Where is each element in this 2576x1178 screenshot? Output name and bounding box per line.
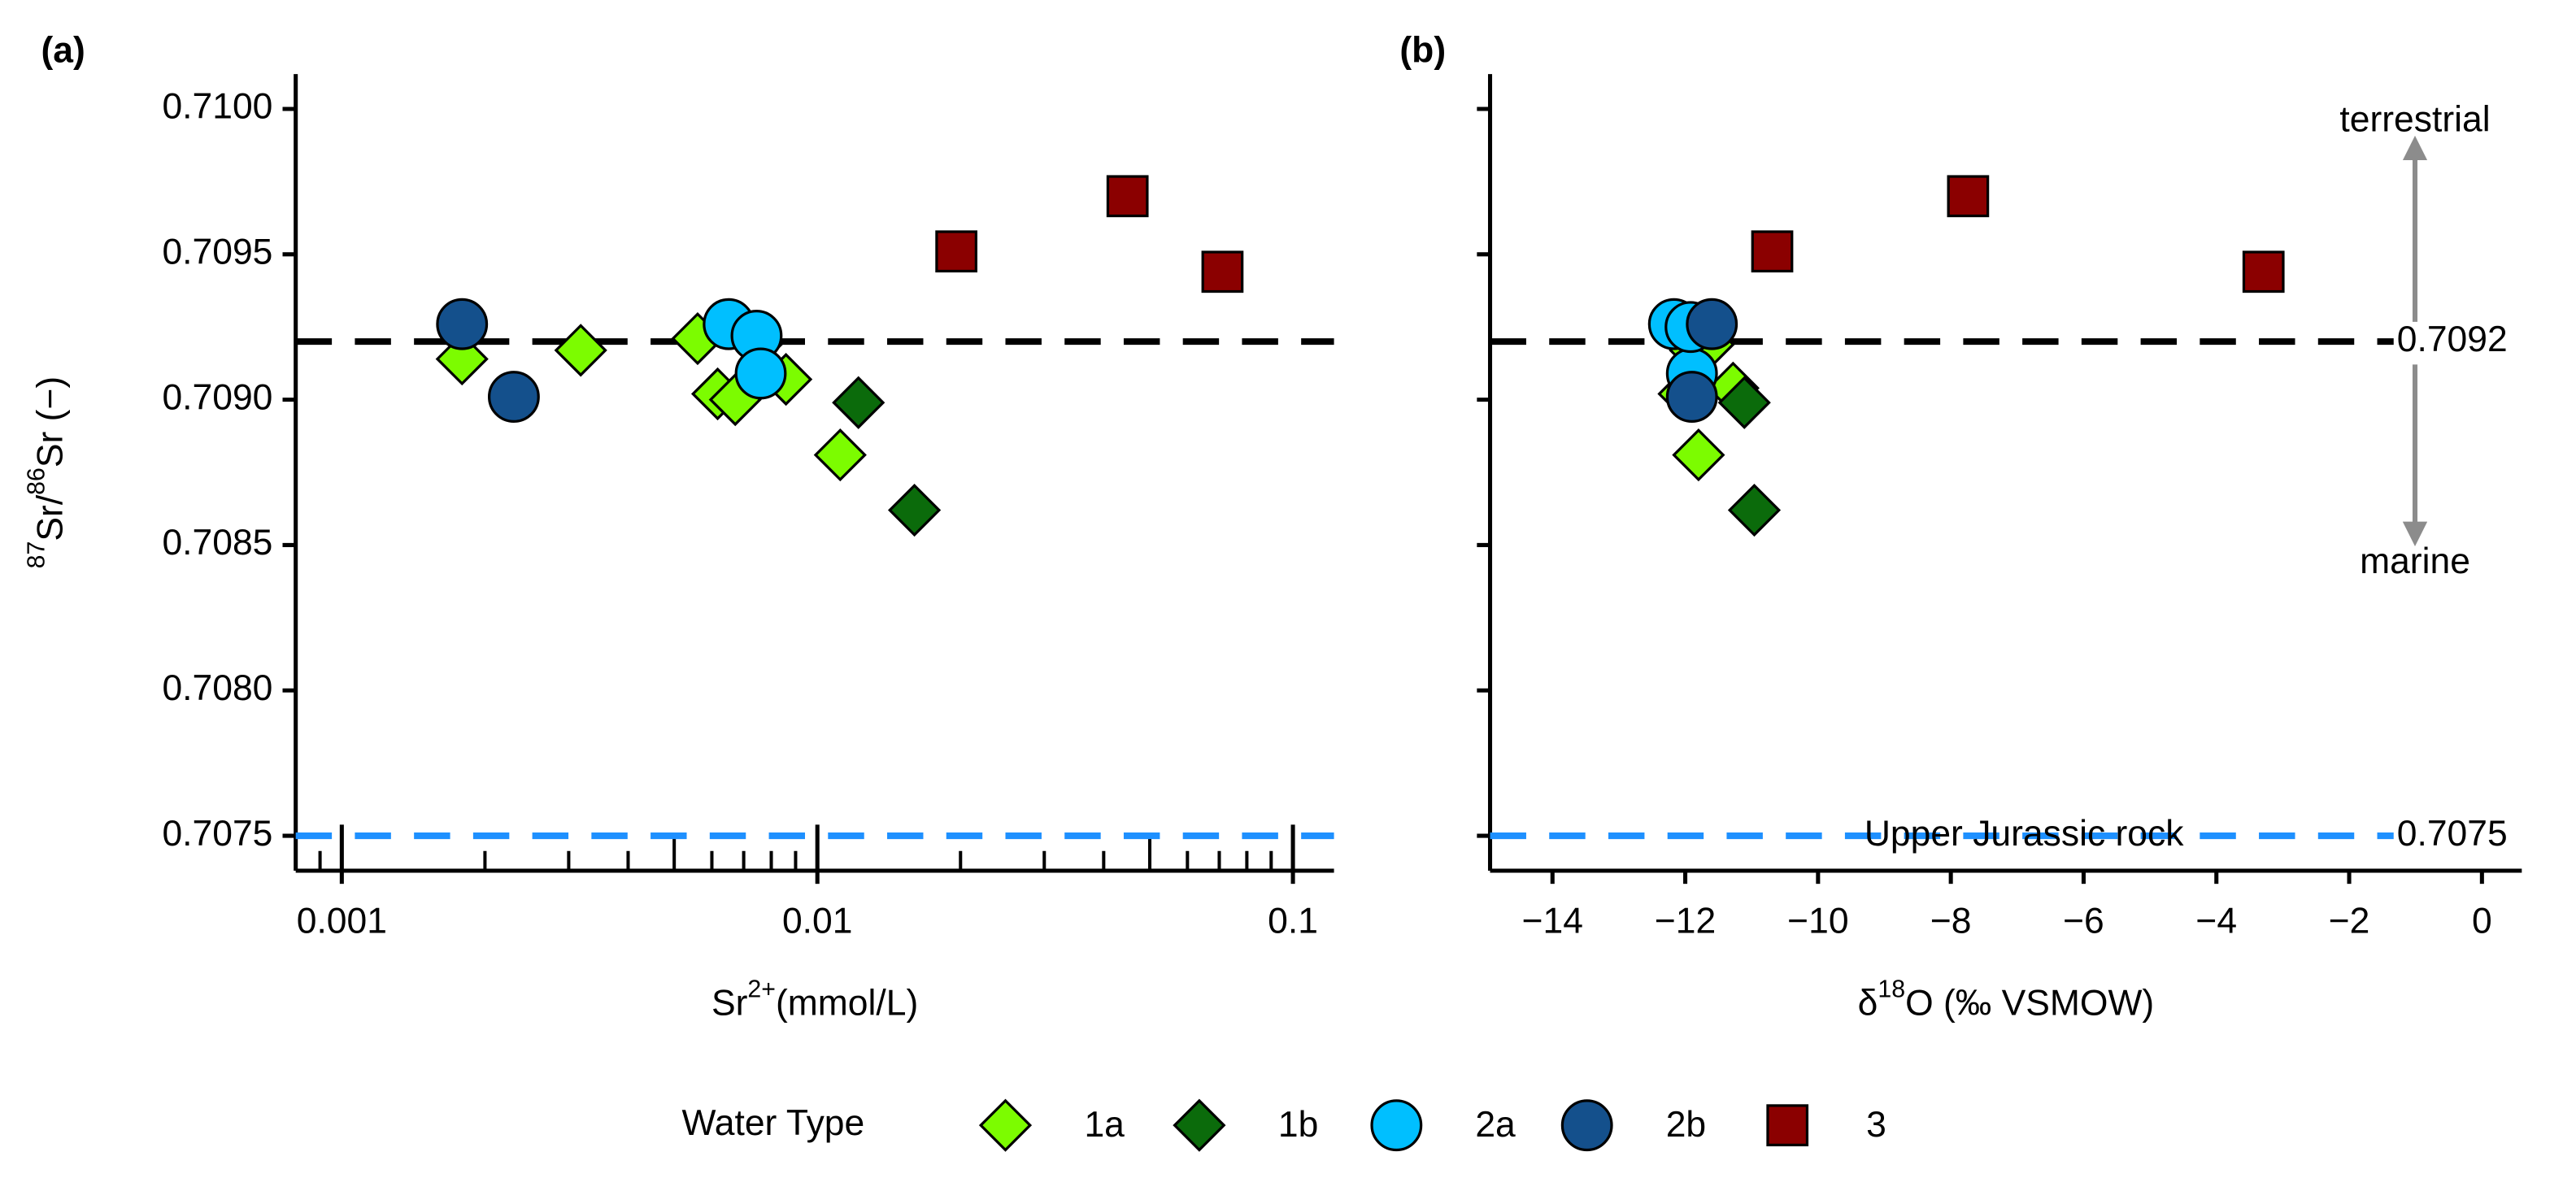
point: [1717, 376, 1771, 429]
x-tick-label: −4: [2195, 901, 2237, 941]
x-tick-label: 0.01: [782, 901, 853, 941]
legend-symbol: [1370, 1099, 1423, 1152]
label-part: Sr: [711, 983, 748, 1023]
point: [832, 376, 886, 429]
label-part: Sr (−): [30, 376, 70, 467]
legend-label: 1a: [1084, 1105, 1125, 1145]
point: [887, 483, 942, 537]
y-tick-label: 0.7090: [162, 377, 272, 417]
y-tick-label: 0.7075: [162, 814, 272, 854]
superscript: 86: [23, 467, 50, 495]
axis-label: Sr2+(mmol/L): [711, 976, 918, 1023]
x-tick-label: −2: [2329, 901, 2370, 941]
legend-label: 3: [1866, 1105, 1886, 1145]
point: [734, 347, 787, 400]
point: [1665, 371, 1718, 423]
y-tick-label: 0.7085: [162, 523, 272, 563]
point: [2242, 250, 2285, 293]
x-tick-label: −6: [2063, 901, 2104, 941]
y-tick-label: 0.7100: [162, 87, 272, 127]
point: [1201, 250, 1244, 293]
point: [935, 230, 977, 273]
point: [436, 298, 489, 350]
reference-value: 0.7075: [2397, 814, 2508, 854]
superscript: 18: [1878, 976, 1905, 1002]
superscript: 2+: [747, 976, 776, 1002]
legend-symbol: [1560, 1099, 1613, 1152]
label-part: δ: [1858, 983, 1878, 1023]
label-part: Sr/: [30, 494, 70, 541]
point: [1727, 483, 1782, 537]
panel-title: (a): [41, 31, 85, 71]
legend-symbol: [978, 1098, 1033, 1152]
legend-label: 2a: [1475, 1105, 1516, 1145]
point: [1751, 230, 1794, 273]
legend-symbol: [1173, 1098, 1226, 1152]
annotation: terrestrial: [2339, 99, 2490, 139]
label-part: O (‰ VSMOW): [1905, 983, 2154, 1023]
point: [554, 324, 607, 377]
label-part: (mmol/L): [776, 983, 918, 1023]
legend-label: 1b: [1278, 1105, 1318, 1145]
superscript: 87: [23, 541, 50, 569]
point: [1672, 428, 1725, 482]
panel: (b) −14 −12 −10 −8 −6 −4 −2 0 0.7092 0.7075 Upper J…: [1399, 31, 2522, 941]
panel: (a) 0.7075 0.7080 0.7085 0.7090 0.7095 0.7100 0…: [41, 31, 1334, 941]
point: [1106, 175, 1149, 218]
x-tick-label: −14: [1522, 901, 1583, 941]
x-tick-label: −10: [1787, 901, 1848, 941]
annotation: marine: [2360, 541, 2470, 581]
panel-title: (b): [1399, 31, 1446, 71]
legend-title: Water Type: [681, 1103, 864, 1143]
legend-symbol: [1766, 1104, 1809, 1147]
y-tick-label: 0.7080: [162, 668, 272, 708]
x-tick-label: −12: [1655, 901, 1716, 941]
point: [813, 428, 867, 482]
reference-value: 0.7092: [2397, 319, 2508, 359]
x-tick-label: −8: [1930, 901, 1972, 941]
y-tick-label: 0.7095: [162, 233, 272, 272]
reference-name: Upper Jurassic rock: [1865, 814, 2184, 854]
x-tick-label: 0.1: [1268, 901, 1318, 941]
x-tick-label: 0: [2472, 901, 2492, 941]
axis-label: δ18O (‰ VSMOW): [1858, 976, 2155, 1023]
axis-label: 87Sr/86Sr (−): [23, 376, 70, 569]
point: [1686, 298, 1738, 350]
legend: Water Type 1a 1b 2a 2b 3: [681, 1098, 1886, 1152]
point: [1947, 175, 1990, 218]
legend-label: 2b: [1666, 1105, 1706, 1145]
x-tick-label: 0.001: [297, 901, 387, 941]
point: [487, 371, 540, 423]
